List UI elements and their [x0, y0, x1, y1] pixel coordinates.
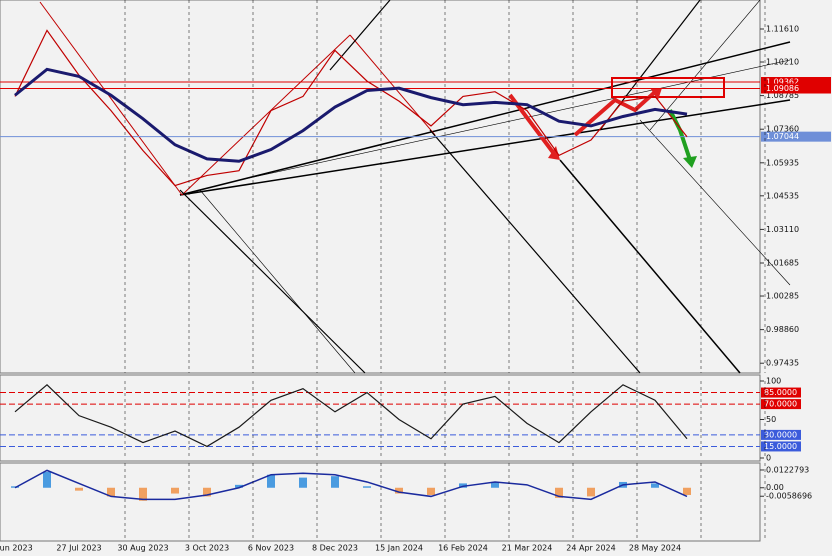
arrow-head [683, 156, 697, 168]
x-tick-label: 30 Aug 2023 [117, 544, 168, 553]
level-label-box [761, 387, 801, 398]
x-tick-label: 24 Apr 2024 [566, 544, 615, 553]
histogram-bar [427, 487, 435, 495]
histogram-bar [139, 487, 147, 501]
y-tick-label: 0.97435 [766, 359, 799, 368]
histogram-bar [299, 477, 307, 488]
trendline [239, 59, 791, 181]
histogram-bar [651, 483, 659, 488]
histogram-bar [491, 481, 499, 488]
y-tick-label: 100 [766, 377, 781, 386]
series-line [14, 469, 688, 501]
histogram-bar [587, 487, 595, 497]
trendline [39, 1, 183, 196]
x-tick-label: 15 Jan 2024 [375, 544, 423, 553]
histogram-bar [363, 486, 371, 488]
level-label: 70.0000 [764, 400, 797, 409]
trendline [639, 119, 791, 286]
trendline [429, 129, 641, 374]
x-tick-label: 3 Oct 2023 [185, 544, 229, 553]
price-label-box [761, 77, 831, 88]
histogram-bar [75, 487, 83, 491]
trendline [181, 34, 351, 196]
y-tick-label: 1.11610 [766, 25, 799, 34]
histogram-bar [43, 471, 51, 488]
trendline [179, 99, 791, 196]
x-tick-label: 28 May 2024 [629, 544, 681, 553]
price-label: 1.07044 [766, 132, 799, 141]
histogram-bar [555, 487, 563, 498]
histogram-bar [331, 476, 339, 488]
y-tick-label: 1.01685 [766, 259, 799, 268]
y-tick-label: 0.00 [766, 483, 784, 492]
arrow-head [650, 88, 662, 100]
price-label-box [761, 83, 831, 94]
y-tick-label: 1.03110 [766, 225, 799, 234]
level-label: 85.0000 [764, 388, 797, 397]
x-tick-label: 16 Feb 2024 [438, 544, 488, 553]
x-tick-label: 6 Nov 2023 [248, 544, 294, 553]
y-tick-label: 1.00285 [766, 292, 799, 301]
y-tick-label: 1.08785 [766, 91, 799, 100]
trendline [179, 189, 366, 374]
y-tick-label: 1.04535 [766, 191, 799, 200]
y-tick-label: -0.0058696 [766, 492, 812, 501]
series-line [14, 29, 688, 187]
histogram-bar [683, 487, 691, 495]
oscillator-panel [0, 374, 761, 462]
price-label-box [761, 131, 831, 142]
histogram-bar [235, 484, 243, 488]
trendline [179, 41, 791, 196]
histogram-bar [395, 487, 403, 494]
price-label: 1.09086 [766, 84, 799, 93]
histogram-bar [267, 474, 275, 488]
y-tick-label: 1.07360 [766, 125, 799, 134]
trendline [329, 0, 391, 71]
series-line [14, 384, 688, 448]
price-label: 1.09362 [766, 78, 799, 87]
level-label-box [761, 399, 801, 410]
histogram-bar [171, 487, 179, 494]
price-panel [0, 0, 761, 374]
trendline [199, 189, 356, 374]
trendlines [39, 0, 791, 374]
histogram-bar [203, 487, 211, 497]
y-tick-label: 0.98860 [766, 325, 799, 334]
y-tick-label: 1.05935 [766, 158, 799, 167]
x-tick-label: Jun 2023 [0, 544, 33, 553]
y-tick-label: 1.10210 [766, 58, 799, 67]
y-tick-label: 0 [766, 454, 771, 463]
y-tick-label: 0.0122793 [766, 465, 809, 474]
level-label-box [761, 441, 801, 452]
series-line [14, 67, 688, 163]
trendline [559, 159, 741, 374]
trendline [649, 0, 761, 131]
x-tick-label: 8 Dec 2023 [312, 544, 358, 553]
level-label: 15.0000 [764, 442, 797, 451]
x-tick-label: 21 Mar 2024 [502, 544, 553, 553]
arrow-head [548, 146, 560, 160]
arrow [573, 90, 657, 137]
y-tick-label: 50 [766, 415, 776, 424]
resistance-box [611, 77, 725, 98]
histogram-bar [107, 487, 115, 497]
level-label: 30.0000 [764, 430, 797, 439]
level-label-box [761, 429, 801, 440]
x-tick-label: 27 Jul 2023 [56, 544, 101, 553]
arrow [668, 109, 692, 161]
macd-panel [0, 462, 761, 542]
